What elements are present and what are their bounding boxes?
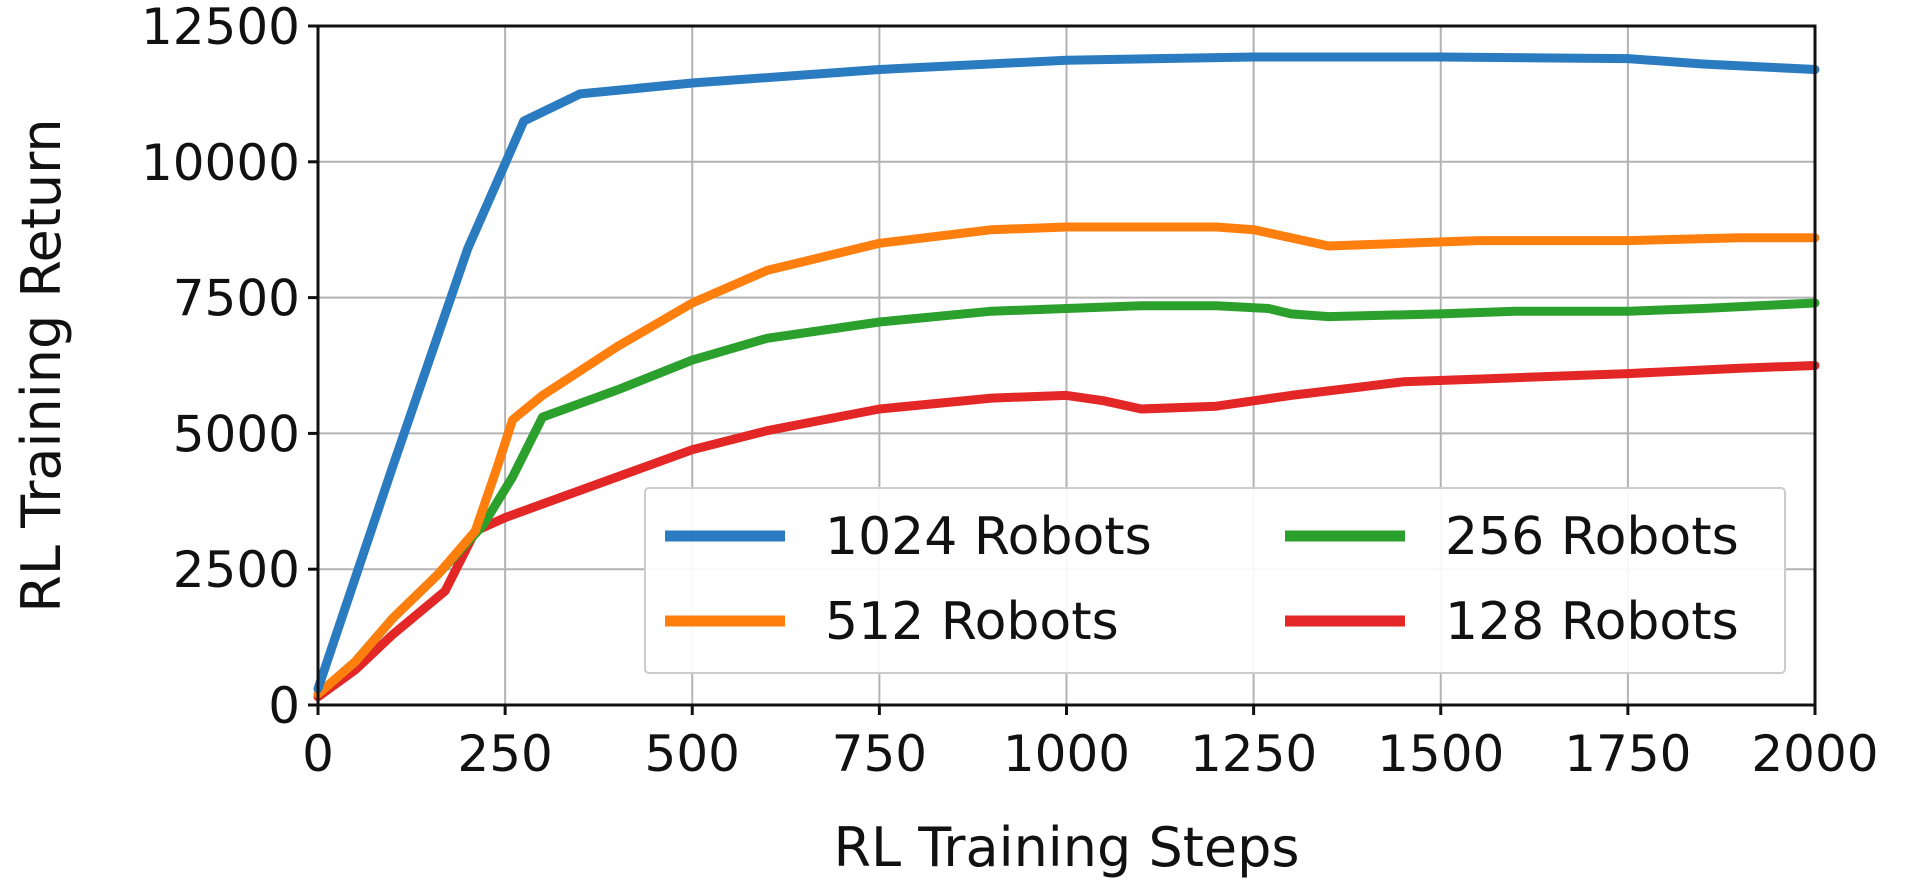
legend-label: 512 Robots [825, 592, 1119, 652]
x-tick-label: 2000 [1751, 725, 1878, 783]
x-tick-label: 500 [645, 725, 740, 783]
y-tick-label: 0 [268, 677, 300, 735]
legend-entry-128-robots: 128 Robots [1285, 592, 1739, 652]
x-tick-label: 1250 [1190, 725, 1317, 783]
x-tick-label: 250 [457, 725, 552, 783]
x-tick-label: 1750 [1564, 725, 1691, 783]
x-tick-label: 750 [832, 725, 927, 783]
series-line-1024-robots [313, 52, 1820, 694]
x-tick-label: 1000 [1003, 725, 1130, 783]
series-line-128-robots [313, 361, 1820, 702]
legend-entry-1024-robots: 1024 Robots [665, 507, 1152, 567]
series-lines [313, 52, 1820, 702]
y-tick-label: 5000 [173, 405, 300, 463]
legend-label: 128 Robots [1445, 592, 1739, 652]
x-tick-label: 1500 [1377, 725, 1504, 783]
legend-label: 1024 Robots [825, 507, 1152, 567]
y-tick-label: 2500 [173, 541, 300, 599]
y-tick-label: 10000 [141, 134, 300, 192]
legend-label: 256 Robots [1445, 507, 1739, 567]
y-axis-label: RL Training Return [10, 118, 73, 612]
legend-box [644, 487, 1786, 674]
x-axis-ticks: 0 250 500 750 1000 1250 1500 1750 2000 [302, 705, 1879, 783]
legend: 1024 Robots 512 Robots 256 Robots 128 Robot… [644, 487, 1786, 674]
y-tick-label: 7500 [173, 270, 300, 328]
y-tick-label: 12500 [141, 0, 300, 56]
y-axis-ticks: 0 2500 5000 7500 10000 12500 [141, 0, 318, 735]
legend-entry-256-robots: 256 Robots [1285, 507, 1739, 567]
series-line-512-robots [313, 222, 1820, 699]
legend-entry-512-robots: 512 Robots [665, 592, 1119, 652]
x-axis-label: RL Training Steps [833, 816, 1299, 879]
x-tick-label: 0 [302, 725, 334, 783]
